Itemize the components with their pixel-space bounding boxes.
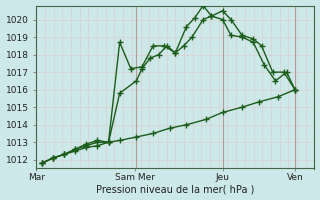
X-axis label: Pression niveau de la mer( hPa ): Pression niveau de la mer( hPa ) — [96, 184, 254, 194]
